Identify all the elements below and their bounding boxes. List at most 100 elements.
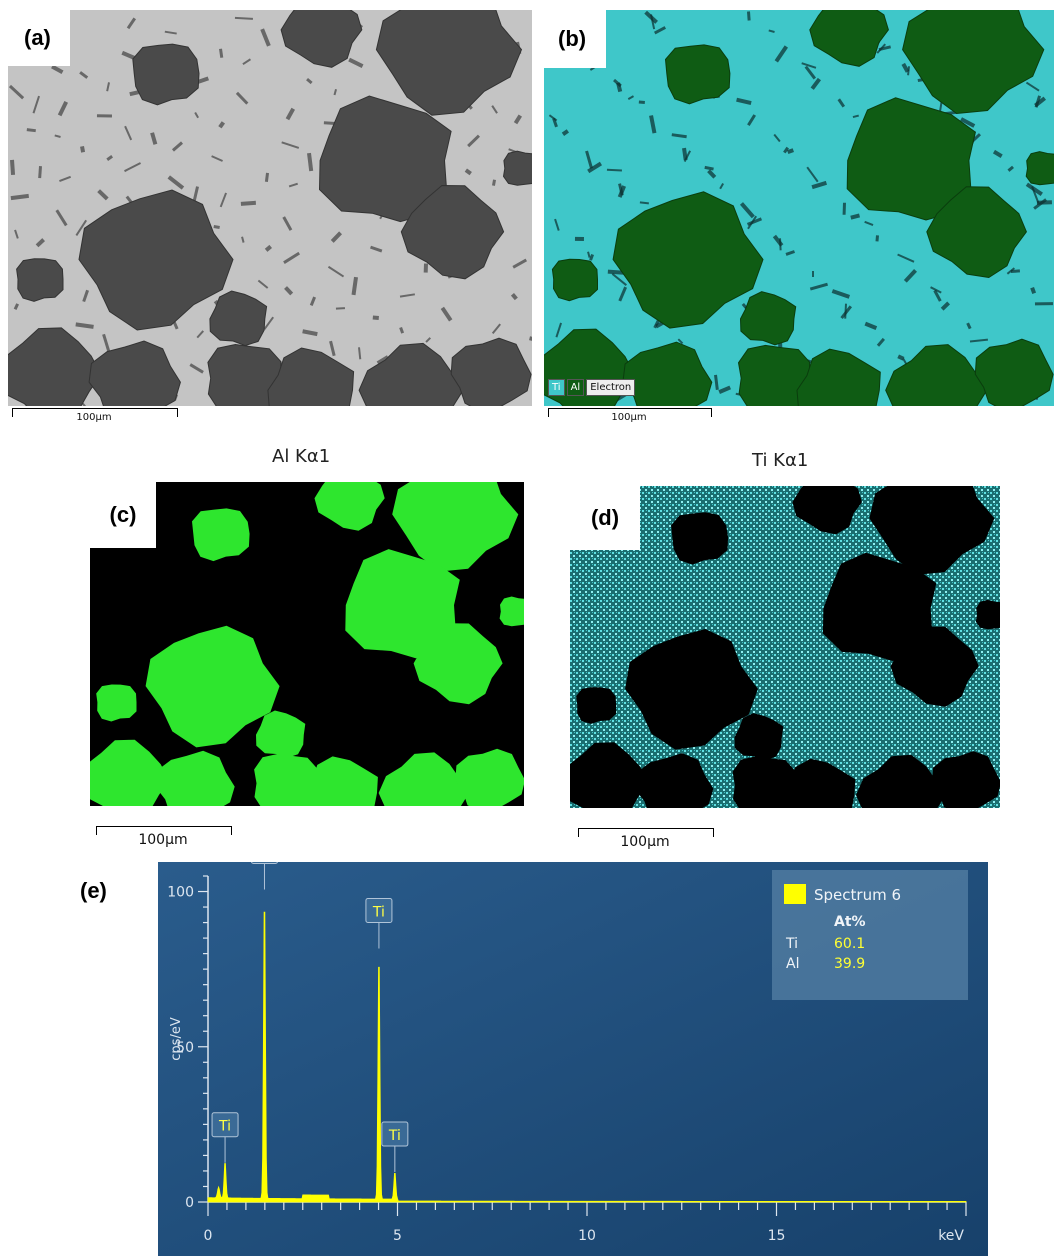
panel-c-title: Al Kα1 [272, 446, 331, 467]
overlay-legend: Ti Al Electron [548, 379, 636, 396]
overlay-crack [587, 161, 602, 174]
legend-value: 60.1 [834, 936, 865, 952]
bse-crack [329, 340, 336, 357]
overlay-crack [704, 165, 714, 171]
bse-crack [425, 337, 431, 343]
al-signal-region [90, 739, 169, 806]
overlay-crack [897, 253, 915, 263]
overlay-crack [801, 62, 817, 69]
overlay-crack [574, 236, 584, 242]
overlay-crack [773, 133, 781, 143]
overlay-crack [850, 213, 861, 220]
overlay-crack [561, 129, 569, 136]
overlay-crack [718, 385, 731, 394]
bse-crack [194, 112, 199, 119]
overlay-crack [649, 115, 657, 134]
al-signal-region [314, 482, 385, 531]
bse-crack [330, 231, 342, 243]
bse-crack [283, 251, 300, 264]
al-signal-region [145, 625, 280, 748]
bse-crack [164, 30, 177, 35]
bse-crack [10, 193, 30, 201]
bse-crack [106, 82, 110, 92]
bse-crack [219, 192, 227, 208]
bse-crack [196, 330, 204, 339]
bse-crack [491, 323, 502, 335]
overlay-crack [653, 319, 661, 329]
bse-crack [440, 306, 453, 322]
x-axis-label: keV [938, 1228, 964, 1244]
overlay-crack [992, 149, 1003, 158]
overlay-crack [606, 168, 622, 172]
al-grain [16, 258, 64, 302]
al-grain [207, 343, 282, 406]
bse-crack [171, 141, 183, 152]
svg-text:Ti: Ti [218, 1119, 231, 1135]
al-signal-region [455, 748, 524, 806]
bse-crack [491, 105, 498, 114]
overlay-crack [783, 146, 789, 154]
overlay-crack [779, 238, 782, 251]
al-region [974, 338, 1054, 406]
panel-a-scale-bar [12, 408, 178, 417]
overlay-crack [714, 374, 719, 390]
bse-crack [96, 114, 112, 118]
x-tick-label: 5 [393, 1228, 402, 1244]
al-region [551, 258, 598, 302]
spectrum-series [207, 911, 967, 1203]
ti-void-region [975, 599, 1000, 630]
legend-swatch [784, 884, 806, 904]
svg-text:Ti: Ti [372, 905, 385, 921]
bse-crack [309, 296, 317, 306]
al-region [809, 10, 889, 67]
bse-crack [97, 189, 109, 201]
panel-b-scale-bar [548, 408, 712, 417]
overlay-crack [1034, 96, 1046, 108]
overlay-crack [587, 251, 591, 258]
al-grain [400, 184, 505, 280]
overlay-crack [683, 150, 691, 162]
al-grain [358, 342, 464, 406]
bse-crack [10, 159, 16, 176]
overlay-crack [837, 98, 846, 108]
bse-crack [213, 225, 220, 229]
bse-crack [167, 175, 185, 190]
overlay-crack [618, 286, 627, 302]
overlay-crack [677, 338, 684, 345]
bse-crack [263, 316, 275, 330]
panel-a-bse-image: (a) [8, 10, 532, 406]
overlay-crack [878, 45, 891, 51]
ti-void-region [932, 751, 1000, 808]
bse-crack [376, 355, 389, 365]
bse-crack [284, 286, 294, 296]
bse-crack [492, 179, 496, 186]
panel-b-label: (b) [544, 10, 606, 68]
overlay-crack [616, 82, 623, 93]
y-tick-label: 50 [176, 1040, 194, 1056]
overlay-crack [617, 185, 627, 198]
legend-value: 39.9 [834, 956, 865, 972]
ti-void-region [856, 754, 946, 808]
bse-crack [242, 58, 252, 66]
bse-crack [106, 155, 113, 161]
bse-crack [467, 134, 481, 148]
al-grain [8, 327, 102, 406]
bse-crack [211, 155, 223, 162]
bse-crack [351, 276, 358, 296]
al-grain [267, 347, 355, 406]
svg-text:Ti: Ti [388, 1128, 401, 1144]
bse-crack [241, 236, 245, 243]
overlay-crack [840, 305, 852, 320]
bse-crack [13, 303, 19, 310]
overlay-crack [903, 268, 917, 283]
overlay-crack [966, 322, 972, 330]
overlay-crack [1031, 186, 1040, 204]
overlay-crack [864, 321, 878, 331]
al-grain [78, 189, 234, 331]
bse-crack [150, 132, 158, 145]
bse-crack [189, 363, 204, 374]
bse-crack [464, 168, 472, 176]
bse-crack [333, 88, 337, 96]
peak-label: Ti [211, 1112, 239, 1163]
al-grain [88, 340, 181, 406]
